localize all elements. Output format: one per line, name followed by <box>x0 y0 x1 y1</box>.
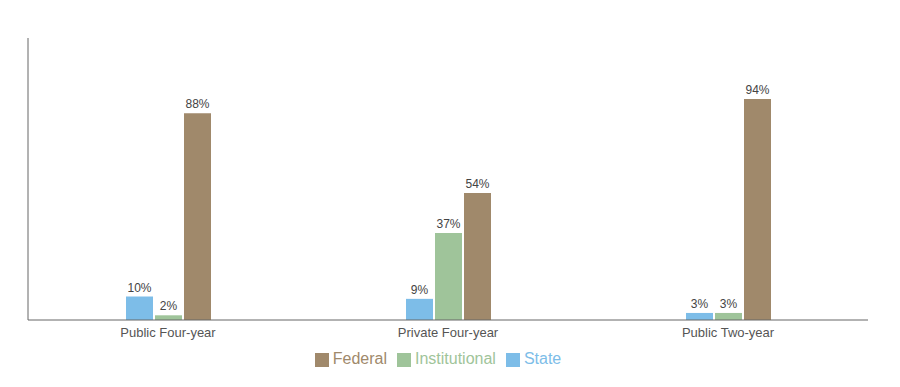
html-text:Institutional: Institutional <box>415 350 496 367</box>
svg-text:94%: 94% <box>745 83 769 97</box>
svg-text:3%: 3% <box>691 297 709 311</box>
svg-text:54%: 54% <box>465 177 489 191</box>
svg-text:Public Four-year: Public Four-year <box>120 325 216 340</box>
svg-text:3%: 3% <box>720 297 738 311</box>
svg-text:88%: 88% <box>185 97 209 111</box>
svg-text:10%: 10% <box>127 281 151 295</box>
svg-text:2%: 2% <box>160 299 178 313</box>
svg-text:9%: 9% <box>411 283 429 297</box>
svg-text:Public Two-year: Public Two-year <box>682 325 775 340</box>
svg-text:37%: 37% <box>436 217 460 231</box>
svg-text:Private Four-year: Private Four-year <box>398 325 499 340</box>
html-text:State: State <box>523 350 562 367</box>
html-text:Federal: Federal <box>332 350 387 367</box>
